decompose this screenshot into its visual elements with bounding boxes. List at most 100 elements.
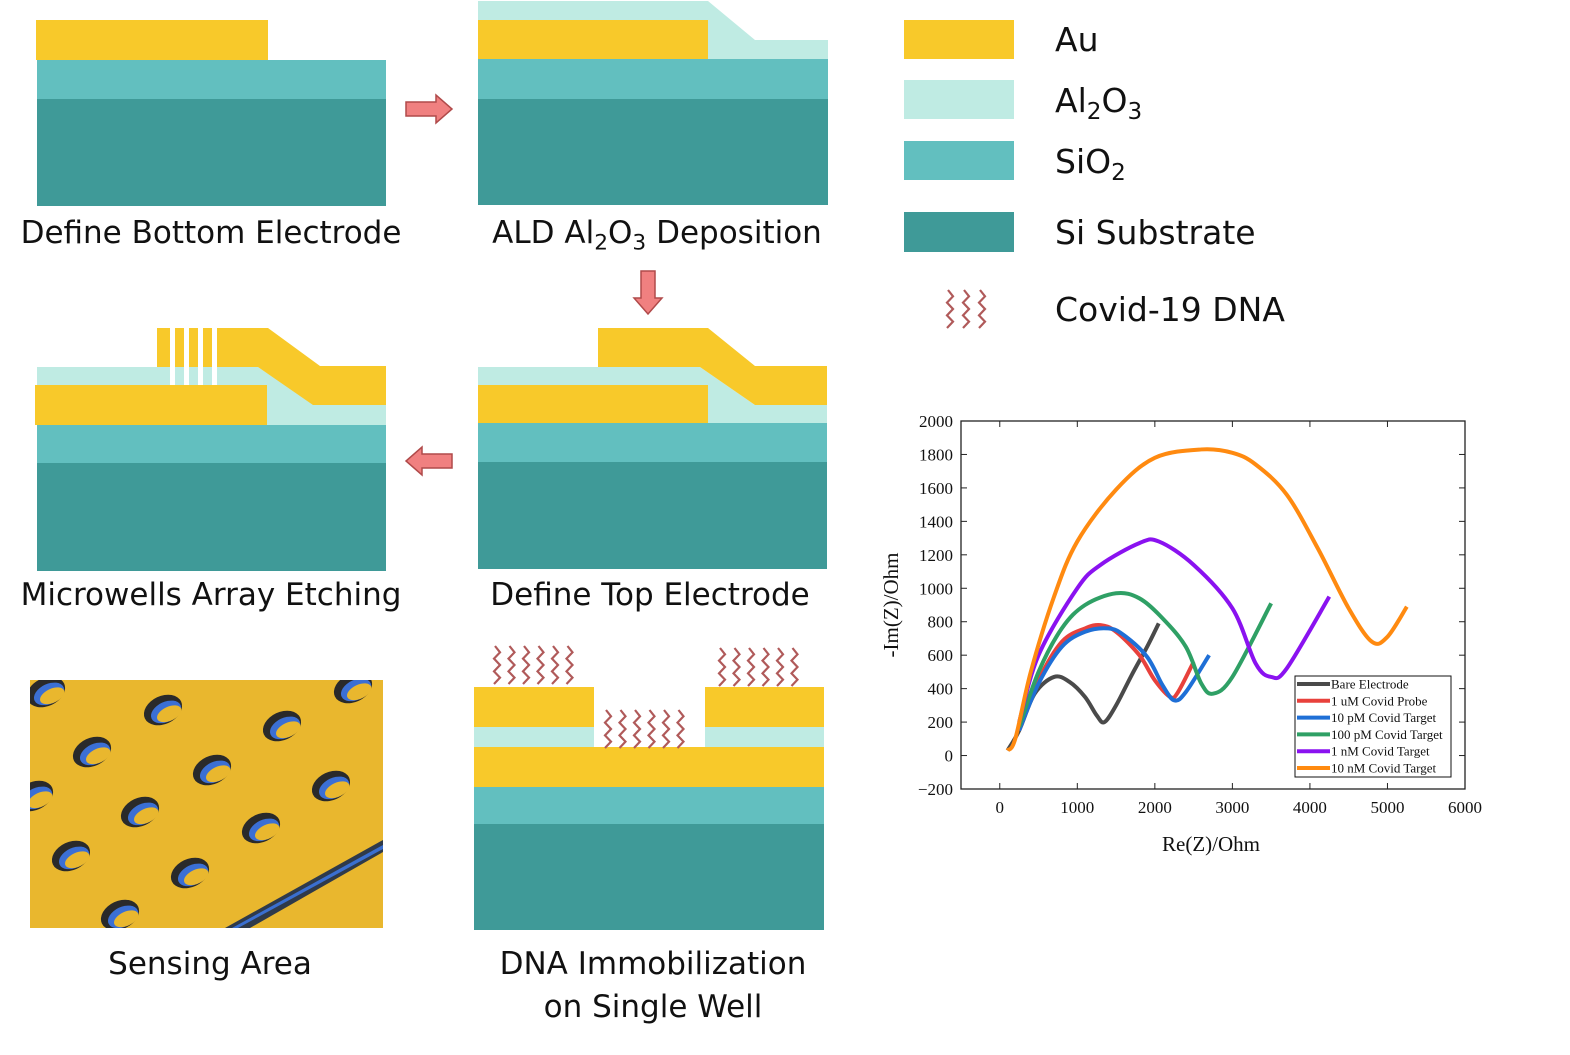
- y-tick-label: 200: [928, 713, 954, 732]
- panel-define-top-electrode: [478, 328, 827, 569]
- microwell: [241, 812, 281, 844]
- dna-strand: [492, 645, 502, 685]
- caption-define-top-electrode: Define Top Electrode: [490, 577, 810, 613]
- dna-strand: [789, 647, 800, 687]
- legend-entry: Bare Electrode: [1331, 677, 1409, 692]
- dna-strand: [760, 647, 771, 687]
- plot-frame: [960, 420, 1466, 790]
- dna-strand: [961, 289, 971, 329]
- subscript: 3: [632, 230, 647, 256]
- legend-swatch-si: [904, 212, 1014, 252]
- y-axis-label: -Im(Z)/Ohm: [879, 553, 903, 658]
- dna-strand: [945, 289, 955, 329]
- legend-swatch-sio2: [904, 141, 1014, 180]
- legend-label-au: Au: [1055, 20, 1099, 59]
- legend-text: SiO: [1055, 142, 1112, 181]
- legend-entry: 10 nM Covid Target: [1331, 761, 1437, 776]
- legend-entry: 10 pM Covid Target: [1331, 710, 1437, 725]
- y-tick-label: 400: [928, 680, 954, 699]
- x-tick-label: 2000: [1138, 798, 1172, 817]
- dna-strand: [632, 709, 642, 749]
- y-tick-label: 0: [945, 747, 954, 766]
- series-line-1-nm-covid-target: [1017, 537, 1332, 723]
- panel-define-bottom-electrode: [36, 20, 386, 206]
- dna-strand: [550, 645, 560, 685]
- sensing-area-render: [30, 680, 383, 928]
- legend-label-dna: Covid-19 DNA: [1055, 290, 1285, 329]
- dna-strand: [603, 709, 613, 749]
- x-tick-label: 6000: [1448, 798, 1482, 817]
- caption-dna-immobilization: DNA Immobilization on Single Well: [500, 949, 807, 1023]
- caption-text: O: [608, 215, 633, 251]
- series-line-100-pm-covid-target: [1017, 591, 1273, 728]
- subscript: 2: [1111, 159, 1126, 186]
- microwell: [192, 754, 232, 786]
- microwell: [170, 857, 210, 889]
- nyquist-chart: 0 1000 2000 3000 4000 5000 6000 −200 0 200 400 600 8…: [879, 412, 1482, 856]
- microwell: [262, 710, 302, 742]
- microwell: [30, 780, 54, 812]
- legend-label-al2o3: Al2O3: [1055, 81, 1142, 123]
- y-tick-label: 1400: [919, 512, 953, 531]
- x-axis-label: Re(Z)/Ohm: [1162, 832, 1260, 856]
- dna-strand: [746, 647, 756, 687]
- dna-strand: [717, 647, 727, 687]
- dna-strand: [775, 647, 785, 687]
- x-tick-label: 3000: [1215, 798, 1249, 817]
- arrow-down-icon: [632, 270, 664, 316]
- y-tick-label: 800: [928, 613, 954, 632]
- x-tick-label: 5000: [1370, 798, 1404, 817]
- dna-strand: [506, 645, 517, 685]
- subscript: 2: [1086, 98, 1102, 125]
- legend-entry: 1 uM Covid Probe: [1331, 693, 1428, 708]
- arrow-right-icon: [405, 93, 454, 125]
- y-tick-label: −200: [918, 780, 953, 799]
- dna-strand: [661, 709, 671, 749]
- y-tick-label: 1200: [919, 546, 953, 565]
- subscript: 3: [1127, 98, 1143, 125]
- caption-ald-deposition: ALD Al2O3 Deposition: [492, 215, 822, 254]
- caption-line-1: DNA Immobilization: [499, 946, 807, 982]
- caption-text: ALD Al: [492, 215, 595, 251]
- caption-define-bottom-electrode: Define Bottom Electrode: [20, 215, 402, 251]
- dna-strand: [646, 709, 657, 749]
- legend-entry: 1 nM Covid Target: [1331, 744, 1430, 759]
- microwell: [51, 840, 91, 872]
- dna-icon: [945, 289, 987, 329]
- y-tick-label: 1000: [919, 579, 953, 598]
- y-tick-label: 600: [928, 646, 954, 665]
- y-tick-label: 1800: [919, 445, 953, 464]
- dna-strand: [535, 645, 546, 685]
- panel-microwells-etching: [35, 328, 386, 571]
- y-tick-label: 2000: [919, 412, 953, 431]
- microwell: [72, 736, 112, 768]
- dna-strand: [617, 709, 628, 749]
- subscript: 2: [594, 230, 609, 256]
- legend-swatch-al2o3: [904, 80, 1014, 119]
- x-tick-label: 0: [996, 798, 1005, 817]
- microwell: [100, 899, 140, 928]
- panel-dna-immobilization: [474, 645, 824, 930]
- legend-swatch-au: [904, 20, 1014, 59]
- dna-strand: [564, 645, 575, 685]
- caption-line-2: on Single Well: [543, 989, 763, 1025]
- microwell: [120, 796, 160, 828]
- dna-strand: [731, 647, 742, 687]
- x-tick-label: 1000: [1060, 798, 1094, 817]
- x-tick-label: 4000: [1293, 798, 1327, 817]
- microwell: [143, 694, 183, 726]
- legend-text: O: [1101, 81, 1128, 120]
- y-tick-label: 1600: [919, 479, 953, 498]
- caption-text: Deposition: [646, 215, 822, 251]
- caption-sensing-area: Sensing Area: [108, 946, 312, 982]
- legend-text: Al: [1055, 81, 1087, 120]
- panel-ald-deposition: [478, 1, 828, 205]
- series-line-10-nm-covid-target: [1005, 447, 1409, 752]
- microwell: [30, 680, 66, 708]
- series-line-10-pm-covid-target: [1017, 626, 1211, 732]
- arrow-left-icon: [404, 445, 453, 477]
- dna-strand: [675, 709, 686, 749]
- caption-microwells-etching: Microwells Array Etching: [20, 577, 402, 613]
- legend-entry: 100 pM Covid Target: [1331, 727, 1443, 742]
